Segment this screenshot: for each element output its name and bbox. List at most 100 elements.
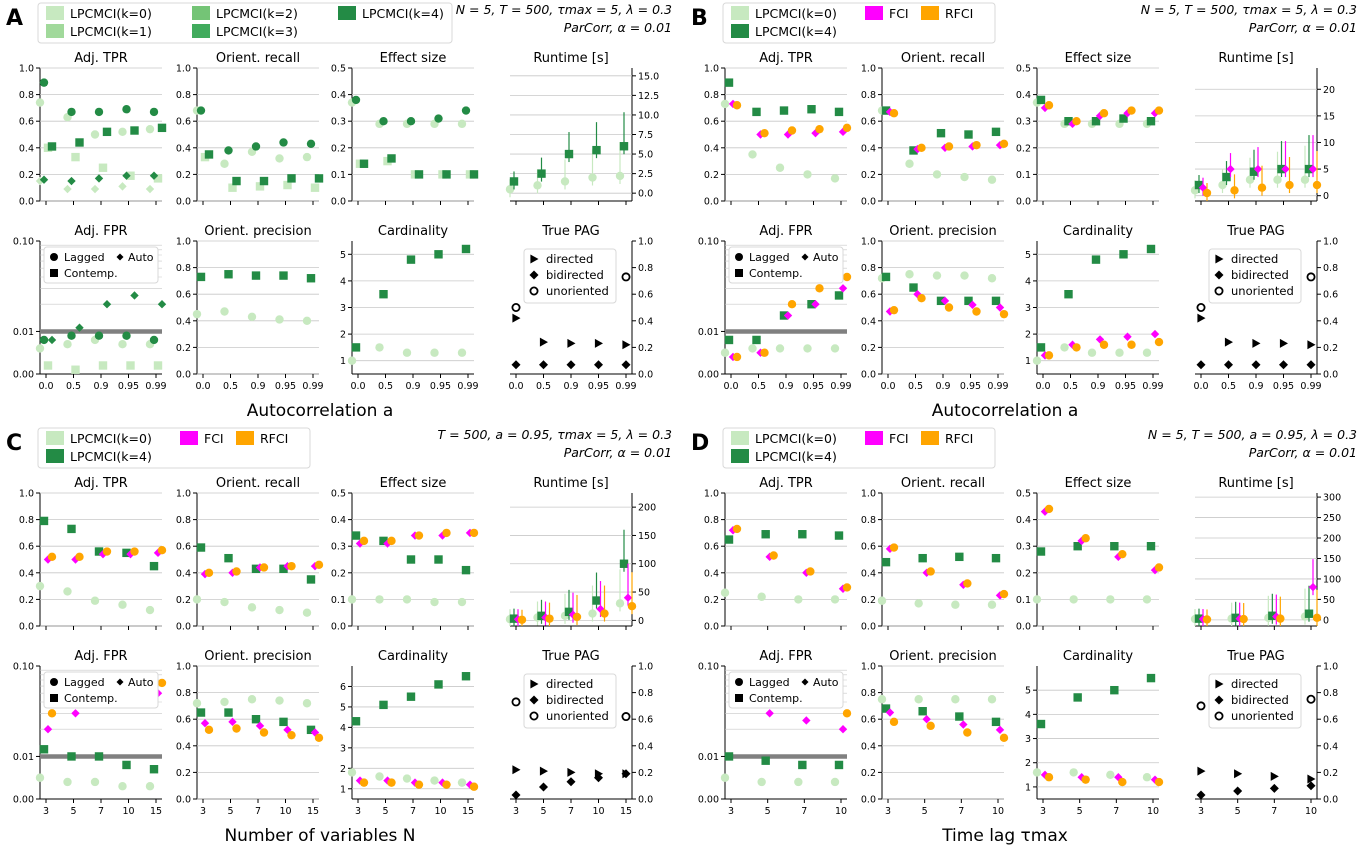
x-tick-label: 15 — [620, 806, 632, 817]
y-tick-label: 250 — [1323, 513, 1341, 524]
x-tick-label: 0.0 — [880, 381, 895, 392]
data-point — [351, 343, 361, 352]
subplot-orient-recall: Orient. recall 0.0 0.2 0.4 0.6 0.8 1.0 — [176, 51, 324, 208]
subplot-title: Adj. TPR — [74, 51, 128, 66]
data-point — [1142, 595, 1152, 604]
data-point — [732, 352, 742, 362]
y-tick-label: 0.8 — [176, 515, 191, 526]
y-tick-label: 15 — [1323, 111, 1335, 122]
subplot-effect-size: Effect size 0.0 0.1 0.2 0.3 0.4 0.5 — [1016, 476, 1164, 633]
legend-swatch — [865, 431, 883, 445]
data-point — [1069, 595, 1078, 604]
data-point — [881, 704, 891, 713]
data-point — [375, 343, 384, 352]
pag-legend-marker — [1215, 254, 1224, 264]
panel-a: A LPCMCI(k=0) LPCMCI(k=1) LPCMCI(k=2) LPCMCI… — [6, 2, 672, 421]
marker-legend-label: Auto — [813, 251, 839, 264]
data-point — [39, 175, 49, 184]
pag-mark-directed — [1279, 338, 1288, 348]
y-tick-label: 0.6 — [176, 542, 191, 553]
data-point — [963, 728, 972, 737]
params-text: ParCorr, α = 0.01 — [564, 445, 672, 460]
data-point — [1146, 542, 1156, 551]
data-point — [204, 568, 214, 577]
data-point — [838, 127, 848, 137]
data-point — [306, 274, 316, 283]
data-point — [1099, 109, 1109, 118]
data-point — [842, 123, 852, 133]
data-point — [47, 709, 57, 718]
data-point — [1077, 536, 1086, 546]
data-point — [1268, 611, 1277, 620]
data-point — [1044, 101, 1054, 110]
pag-legend-marker — [1214, 270, 1224, 280]
marker-legend-label: Lagged — [749, 251, 790, 264]
x-tick-label: 5 — [765, 806, 771, 817]
data-point — [149, 765, 159, 774]
subplot-orient-precision: Orient. precision 0.0 0.2 0.4 0.6 0.8 1.0 0.0 0.… — [176, 224, 324, 392]
data-point — [302, 152, 312, 162]
pag-legend-marker — [530, 254, 539, 264]
data-point — [90, 596, 100, 605]
data-point — [102, 547, 112, 556]
y-tick-label: 1.0 — [861, 237, 876, 248]
legend-swatch — [46, 449, 64, 463]
x-tick-label: 5 — [70, 806, 76, 817]
pag-legend-label: unoriented — [546, 709, 609, 723]
data-point — [232, 567, 241, 576]
x-tick-label: 10 — [1305, 806, 1317, 817]
data-point — [1073, 542, 1082, 551]
params-text: ParCorr, α = 0.01 — [1249, 20, 1357, 35]
y-tick-label: 0.0 — [638, 189, 653, 200]
y-tick-label: 0.8 — [19, 90, 34, 101]
pag-mark-bidirected — [621, 769, 631, 779]
data-point — [999, 733, 1009, 743]
pag-mark-directed — [594, 338, 603, 348]
marker-legend-label: Auto — [813, 676, 839, 689]
x-tick-label: 5 — [227, 806, 233, 817]
data-point — [414, 780, 424, 789]
subplot-title: True PAG — [541, 649, 600, 664]
y-tick-label: 5 — [340, 250, 346, 261]
legend-swatch — [338, 6, 356, 20]
y-tick-label: 0.6 — [638, 715, 653, 726]
x-tick-label: 0.95 — [118, 381, 139, 392]
data-point — [126, 361, 135, 370]
data-point — [461, 672, 471, 681]
x-tick-label: 3 — [885, 806, 891, 817]
lagged-marker — [735, 253, 743, 261]
data-point — [275, 154, 284, 163]
pag-mark-bidirected — [1196, 360, 1206, 370]
data-point — [732, 101, 742, 110]
marker-legend-box — [43, 246, 159, 284]
legend-swatch — [192, 6, 210, 20]
x-tick-label: 0.99 — [1142, 381, 1163, 392]
subplot-true-pag: True PAG 0.0 0.2 0.4 0.6 0.8 1.0 3 5 7 10 15 directe… — [510, 649, 653, 817]
data-point — [881, 106, 891, 115]
data-point — [434, 555, 443, 564]
legend-label: FCI — [889, 431, 909, 446]
x-tick-label: 0.9 — [778, 381, 793, 392]
y-tick-label: 0.4 — [861, 568, 876, 579]
pag-legend-marker — [530, 679, 539, 689]
pag-mark-unoriented — [1306, 694, 1316, 704]
pag-legend-label: directed — [1231, 677, 1278, 691]
data-point — [359, 536, 369, 546]
data-point — [964, 296, 973, 306]
data-point — [149, 171, 159, 180]
data-point — [944, 142, 954, 151]
data-point — [999, 309, 1009, 319]
data-point — [1281, 164, 1290, 174]
y-tick-label: 0.01 — [13, 327, 34, 338]
data-point — [90, 130, 100, 139]
pag-legend-label: unoriented — [1231, 709, 1294, 723]
y-tick-label: 4 — [340, 723, 346, 734]
lagged-marker — [50, 678, 58, 686]
data-point — [220, 697, 229, 707]
pag-mark-directed — [1270, 771, 1279, 781]
y-tick-label: 0.0 — [861, 197, 876, 208]
pag-mark-bidirected — [566, 777, 576, 787]
data-point — [39, 745, 49, 754]
data-point — [987, 600, 997, 609]
data-point — [434, 114, 443, 123]
